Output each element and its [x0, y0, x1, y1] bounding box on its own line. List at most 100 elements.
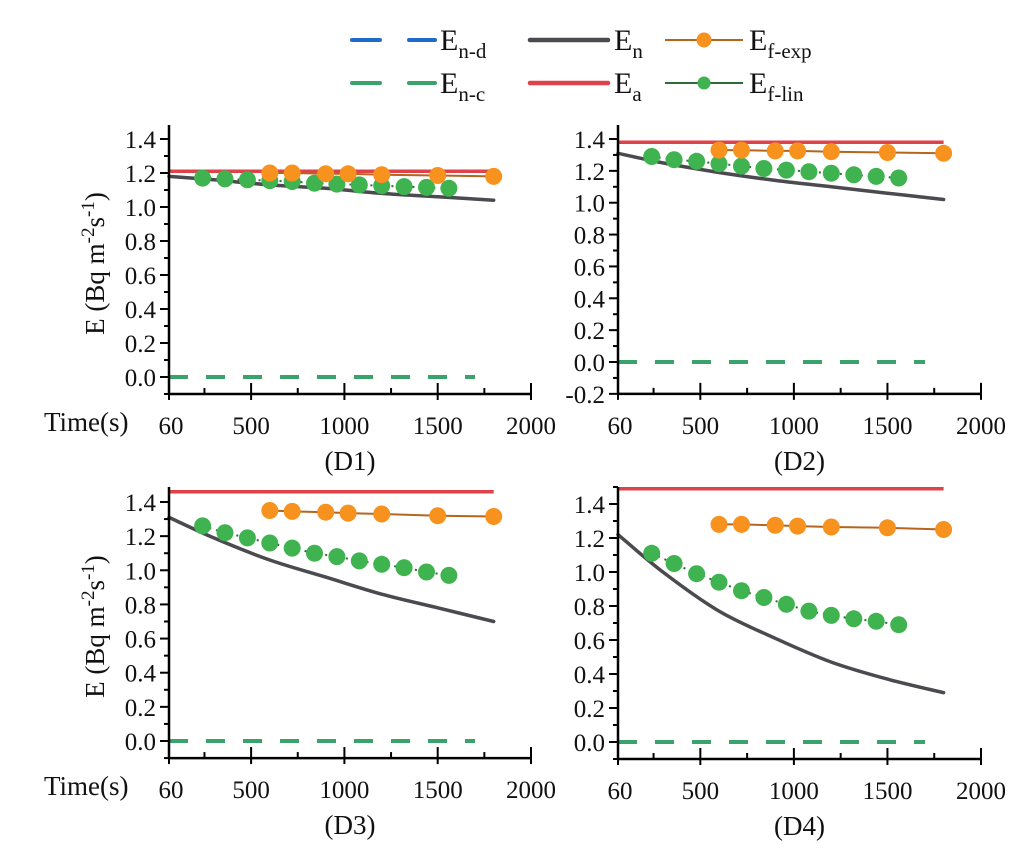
ef-lin-marker — [194, 517, 212, 535]
ef-lin-marker — [395, 178, 413, 196]
y-tick-label: 0.6 — [125, 263, 156, 290]
ef-lin-marker — [890, 616, 908, 634]
y-tick-label: 0.4 — [125, 297, 157, 324]
y-tick-label: 1.4 — [125, 127, 157, 154]
legend-item-en: En — [527, 24, 643, 63]
ef-exp-marker — [789, 142, 807, 160]
x-tick-label: 60 — [608, 778, 633, 805]
ef-lin-marker — [755, 589, 773, 606]
series-group — [616, 140, 953, 364]
ef-exp-marker — [339, 504, 357, 522]
x-tick-label: 1500 — [413, 413, 463, 440]
ef-lin-marker — [867, 167, 885, 185]
ef-lin-marker — [665, 555, 683, 572]
ef-lin-marker — [194, 169, 212, 187]
ef-lin-marker — [395, 559, 413, 577]
x-tick-label: 2000 — [956, 778, 1006, 805]
legend-item-ea: Ea — [527, 67, 642, 106]
y-tick-label: 1.2 — [125, 161, 156, 188]
ef-lin-marker — [845, 166, 863, 184]
series-en — [167, 174, 496, 202]
ef-lin-marker — [418, 563, 435, 581]
legend-item-en-d: En-d — [350, 24, 487, 63]
x-tick-label: 1500 — [413, 777, 463, 804]
legend-label: En — [614, 24, 643, 63]
x-tick-label: 1500 — [862, 778, 912, 805]
panel-label: (D1) — [325, 446, 376, 476]
legend-item-en-c: En-c — [350, 67, 485, 106]
legend: En-d En Ef-exp En-c Ea Ef-lin — [350, 24, 812, 106]
y-tick-label: 0.4 — [574, 286, 606, 313]
y-axis-title: E (Bq m-2s-1) — [78, 192, 110, 335]
ef-exp-marker — [733, 515, 750, 533]
ef-exp-marker — [261, 164, 279, 182]
ef-exp-marker — [789, 517, 807, 535]
ef-lin-marker — [845, 610, 863, 628]
x-tick-label: 60 — [159, 777, 184, 804]
ef-exp-marker — [317, 165, 335, 183]
legend-item-ef-exp: Ef-exp — [665, 24, 812, 63]
ef-lin-marker — [328, 175, 346, 193]
y-tick-label: 0.8 — [125, 592, 156, 619]
ef-lin-marker — [643, 544, 661, 562]
ef-lin-marker — [688, 565, 706, 583]
legend-label: Ef-lin — [749, 67, 804, 106]
y-tick-label: -0.2 — [565, 382, 605, 409]
ef-lin-marker — [418, 178, 435, 196]
series-en — [616, 151, 946, 202]
y-axis-title: E (Bq m-2s-1) — [78, 555, 110, 698]
ef-lin-marker — [328, 548, 346, 566]
panel-label: (D3) — [325, 810, 376, 840]
ef-exp-marker — [710, 141, 728, 159]
y-tick-label: 0.8 — [574, 223, 605, 250]
legend-label: En-c — [440, 67, 485, 106]
x-tick-label: 2000 — [506, 777, 556, 804]
ef-exp-marker — [373, 505, 391, 523]
ef-lin-marker — [350, 552, 368, 570]
legend-swatch — [665, 32, 743, 48]
ef-lin-marker — [238, 529, 256, 547]
ef-lin-marker — [261, 534, 279, 552]
ef-exp-marker — [878, 519, 896, 537]
ef-exp-marker — [373, 166, 391, 184]
y-tick-label: 0.0 — [574, 350, 605, 377]
y-tick-label: 0.0 — [125, 365, 156, 392]
panels: 0.0 0.2 0.4 0.6 0.8 1.0 1.2 1.4 60 500 1000 1500 200… — [44, 125, 1006, 841]
series-en — [616, 532, 946, 695]
legend-item-ef-lin: Ef-lin — [665, 67, 804, 106]
x-tick-label: 60 — [159, 413, 184, 440]
axes: -0.2 0.0 0.2 0.4 0.6 0.8 1.0 1.2 1.4 60 500 1000 150… — [565, 125, 1006, 440]
ef-lin-marker — [238, 171, 256, 189]
ef-lin-marker — [216, 170, 234, 188]
ef-lin-marker — [755, 160, 773, 177]
ef-exp-marker — [935, 144, 953, 162]
y-tick-label: 0.2 — [125, 695, 156, 722]
ef-exp-marker — [283, 164, 301, 182]
panel-d2: -0.2 0.0 0.2 0.4 0.6 0.8 1.0 1.2 1.4 60 500 1000 150… — [565, 125, 1006, 476]
axes: 0.0 0.2 0.4 0.6 0.8 1.0 1.2 1.4 60 500 1000 1500 200… — [574, 486, 1006, 805]
ef-lin-marker — [440, 566, 458, 584]
panel-d1: 0.0 0.2 0.4 0.6 0.8 1.0 1.2 1.4 60 500 1000 1500 200… — [44, 125, 556, 476]
ef-lin-marker — [822, 606, 840, 624]
ef-lin-marker — [710, 155, 728, 173]
x-tick-label: 2000 — [506, 413, 556, 440]
ef-lin-marker — [350, 176, 368, 194]
series-en — [167, 515, 496, 624]
panel-label: (D2) — [774, 446, 825, 476]
y-tick-label: 0.0 — [125, 729, 156, 756]
legend-label: En-d — [440, 24, 487, 63]
y-tick-label: 1.2 — [574, 526, 605, 553]
ef-exp-marker — [485, 167, 503, 185]
x-tick-label: 500 — [232, 413, 270, 440]
y-tick-label: 1.4 — [125, 490, 157, 517]
ef-exp-marker — [261, 502, 279, 519]
ef-lin-marker — [688, 152, 706, 170]
ef-lin-marker — [777, 595, 795, 613]
y-tick-label: 1.2 — [125, 524, 156, 551]
x-tick-label: 2000 — [956, 413, 1006, 440]
y-tick-label: 1.4 — [574, 127, 606, 154]
ef-lin-marker — [283, 539, 301, 557]
panel-d3: 0.0 0.2 0.4 0.6 0.8 1.0 1.2 1.4 60 500 1000 1500 200… — [44, 487, 556, 840]
y-tick-label: 1.2 — [574, 159, 605, 186]
y-tick-label: 0.8 — [574, 594, 605, 621]
